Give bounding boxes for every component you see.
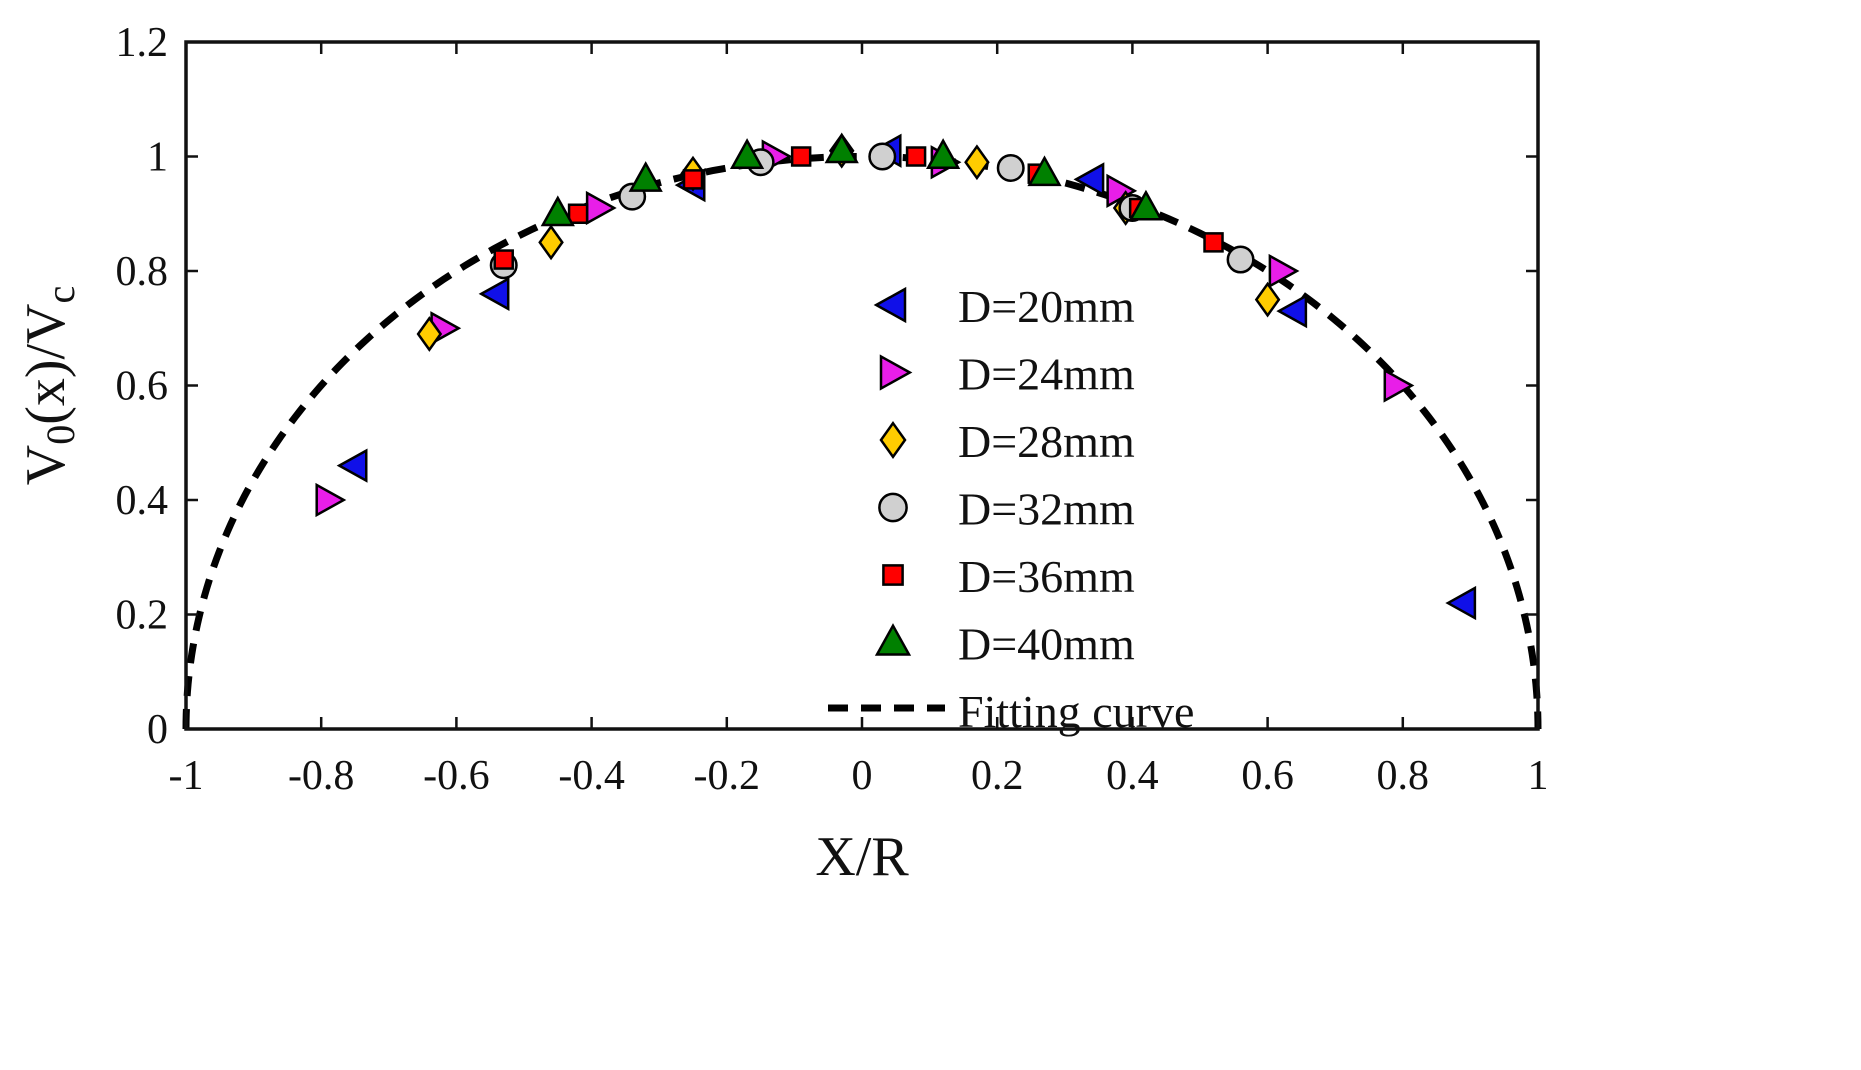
fitting-curve-layer	[182, 152, 1542, 730]
data-point	[964, 144, 990, 181]
legend-marker	[879, 354, 913, 391]
y-tick-label: 0.4	[116, 478, 169, 524]
data-point	[315, 482, 347, 518]
x-tick-label: 0.6	[1241, 753, 1294, 799]
legend-marker	[878, 492, 908, 523]
legend-item: D=20mm	[873, 281, 1135, 332]
legend-label: D=20mm	[958, 281, 1135, 332]
data-point	[729, 138, 765, 169]
y-tick-label: 0.2	[116, 593, 169, 639]
data-point	[1027, 155, 1062, 187]
data-point	[538, 224, 564, 261]
x-axis-title: X/R	[815, 826, 909, 888]
data-point	[824, 132, 859, 164]
series-1	[336, 133, 1477, 621]
axis-ticks: -1 -0.8 -0.6 -0.4 -0.2 0 0.2 0.4 0.6 0.8 1 0 0.2 0.4 0…	[116, 20, 1549, 799]
data-point	[628, 161, 663, 192]
x-tick-label: -1	[169, 753, 204, 799]
y-tick-label: 1	[147, 135, 168, 181]
legend-label: D=24mm	[958, 349, 1135, 400]
data-point	[905, 146, 927, 167]
x-tick-label: -0.8	[288, 753, 355, 799]
data-point	[336, 448, 368, 483]
data-point	[996, 153, 1025, 182]
data-point	[682, 169, 704, 190]
data-point	[1445, 585, 1477, 621]
data-points-layer	[315, 132, 1477, 621]
x-tick-label: -0.4	[558, 753, 625, 799]
legend: D=20mm D=24mm D=28mm D=32mm D=36mm D=40mm Fitt…	[828, 281, 1194, 737]
data-point	[1276, 293, 1308, 329]
legend-label: D=32mm	[958, 484, 1135, 535]
legend-label: D=40mm	[958, 619, 1135, 670]
data-point	[868, 142, 897, 171]
x-tick-label: 0.4	[1106, 753, 1159, 799]
y-tick-label: 0.8	[116, 249, 169, 295]
x-tick-label: 1	[1528, 753, 1549, 799]
series-6	[540, 132, 1164, 227]
y-title-main: V	[15, 445, 77, 485]
legend-item: D=36mm	[882, 551, 1135, 602]
legend-marker	[874, 623, 912, 656]
data-point	[540, 195, 575, 227]
legend-item: Fitting curve	[828, 686, 1194, 737]
legend-marker	[873, 286, 907, 324]
x-tick-label: 0	[852, 753, 873, 799]
y-title-mid: (x)/V	[15, 304, 77, 425]
data-point	[1254, 281, 1281, 318]
data-point	[1383, 368, 1415, 403]
legend-item: D=40mm	[874, 619, 1135, 670]
legend-label: D=28mm	[958, 416, 1135, 467]
series-3	[416, 132, 1281, 352]
fitting-curve	[182, 152, 1542, 730]
data-point	[1226, 245, 1255, 274]
y-title-sub-1: 0	[38, 425, 83, 445]
legend-marker	[882, 564, 904, 586]
data-point	[567, 203, 589, 224]
data-point	[585, 190, 617, 226]
data-point	[1073, 162, 1105, 197]
data-point	[416, 316, 443, 352]
y-axis-title: V0(x)/Vc	[15, 286, 83, 486]
svg-text:V0(x)/Vc: V0(x)/Vc	[15, 286, 83, 486]
x-tick-label: 0.2	[971, 753, 1024, 799]
data-point	[1268, 253, 1300, 289]
x-tick-label: -0.6	[423, 753, 490, 799]
data-point	[493, 249, 514, 270]
y-title-sub-2: c	[38, 286, 83, 304]
y-tick-label: 0	[147, 707, 168, 753]
legend-item: D=28mm	[879, 416, 1135, 467]
data-point	[1203, 232, 1224, 253]
data-point	[790, 146, 812, 167]
legend-marker	[879, 421, 907, 459]
x-tick-label: 0.8	[1377, 753, 1430, 799]
legend-item: D=32mm	[878, 484, 1135, 535]
data-point	[925, 138, 961, 169]
y-tick-label: 0.6	[116, 364, 169, 410]
y-tick-label: 1.2	[116, 20, 169, 66]
legend-item: D=24mm	[879, 349, 1135, 400]
legend-label: Fitting curve	[958, 686, 1194, 737]
data-point	[1128, 189, 1164, 221]
series-2	[315, 139, 1415, 518]
plot-frame	[184, 40, 1540, 731]
legend-label: D=36mm	[958, 551, 1135, 602]
data-point	[478, 276, 510, 312]
x-tick-label: -0.2	[694, 753, 761, 799]
